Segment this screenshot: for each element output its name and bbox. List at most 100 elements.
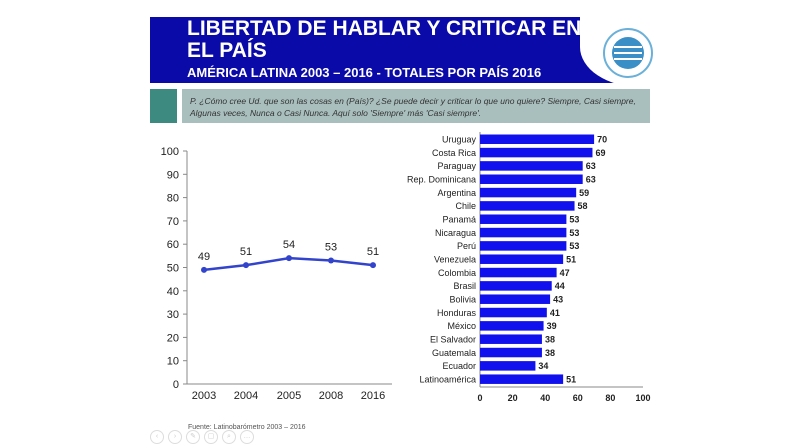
x-tick-label: 2004 <box>234 390 258 402</box>
slide-nav: ‹ › ✎ ▢ ⌕ … <box>150 430 254 444</box>
bar <box>480 374 564 384</box>
bar-value-label: 51 <box>566 254 576 264</box>
globe-icon <box>603 28 653 78</box>
y-tick-label: 70 <box>167 216 179 228</box>
bar-value-label: 53 <box>569 228 579 238</box>
bar-value-label: 43 <box>553 294 563 304</box>
y-tick-label: 10 <box>167 356 179 368</box>
bar-x-tick-label: 80 <box>605 393 615 403</box>
bar-category-label: Colombia <box>438 268 476 278</box>
next-icon[interactable]: › <box>168 430 182 444</box>
bar <box>480 254 564 264</box>
bar-category-label: Panamá <box>442 214 476 224</box>
bar <box>480 361 536 371</box>
bar <box>480 214 567 224</box>
bar-category-label: Chile <box>455 201 476 211</box>
bar-category-label: Argentina <box>437 188 476 198</box>
more-icon[interactable]: … <box>240 430 254 444</box>
bar <box>480 161 583 171</box>
slide-subtitle: AMÉRICA LATINA 2003 – 2016 - TOTALES POR… <box>187 65 542 80</box>
bar-value-label: 38 <box>545 334 555 344</box>
bar-value-label: 59 <box>579 188 589 198</box>
bar <box>480 281 552 291</box>
bar-value-label: 39 <box>547 321 557 331</box>
y-tick-label: 60 <box>167 239 179 251</box>
x-tick-label: 2005 <box>277 390 301 402</box>
prev-icon[interactable]: ‹ <box>150 430 164 444</box>
x-tick-label: 2016 <box>361 390 385 402</box>
data-label: 49 <box>198 251 210 263</box>
bar <box>480 174 583 184</box>
bar-category-label: El Salvador <box>430 334 476 344</box>
bar-category-label: Guatemala <box>432 348 476 358</box>
bar <box>480 294 551 304</box>
data-point <box>201 266 207 273</box>
bar-category-label: Perú <box>457 241 476 251</box>
bar-value-label: 38 <box>545 348 555 358</box>
bar-x-tick-label: 20 <box>508 393 518 403</box>
bar-category-label: Nicaragua <box>435 228 476 238</box>
bar <box>480 147 593 158</box>
question-box: P. ¿Cómo cree Ud. que son las cosas en (… <box>182 89 650 123</box>
bar <box>480 334 542 344</box>
bar-value-label: 58 <box>578 201 588 211</box>
slides-icon[interactable]: ▢ <box>204 430 218 444</box>
bar-category-label: Latinoamérica <box>419 374 476 384</box>
bar <box>480 187 577 198</box>
bar-category-label: Brasil <box>453 281 476 291</box>
bar <box>480 227 567 238</box>
bar-x-tick-label: 100 <box>635 393 650 403</box>
bar-category-label: Venezuela <box>434 254 476 264</box>
x-tick-label: 2008 <box>319 390 343 402</box>
bar-category-label: Ecuador <box>442 361 476 371</box>
bar <box>480 201 575 211</box>
bar <box>480 307 547 318</box>
data-label: 54 <box>283 239 295 251</box>
bar <box>480 267 557 278</box>
bar-category-label: Uruguay <box>442 135 477 145</box>
source-note: Fuente: Latinobarómetro 2003 – 2016 <box>188 424 306 431</box>
bar-category-label: Bolivia <box>449 294 476 304</box>
zoom-icon[interactable]: ⌕ <box>222 430 236 444</box>
slide-header: LIBERTAD DE HABLAR Y CRITICAR EN EL PAÍS… <box>150 17 620 83</box>
latinobarometro-logo <box>580 17 660 87</box>
y-tick-label: 0 <box>173 379 179 391</box>
y-tick-label: 30 <box>167 309 179 321</box>
y-tick-label: 90 <box>167 169 179 181</box>
bar <box>480 321 544 331</box>
bar-value-label: 41 <box>550 308 560 318</box>
data-label: 51 <box>367 246 379 258</box>
bar-x-tick-label: 60 <box>573 393 583 403</box>
data-label: 53 <box>325 242 337 254</box>
bar-value-label: 44 <box>555 281 565 291</box>
bar-category-label: México <box>447 321 476 331</box>
x-tick-label: 2003 <box>192 390 216 402</box>
bar-value-label: 63 <box>586 174 596 184</box>
bar-x-tick-label: 40 <box>540 393 550 403</box>
bar-category-label: Rep. Dominicana <box>407 174 476 184</box>
data-label: 51 <box>240 246 252 258</box>
y-tick-label: 80 <box>167 193 179 205</box>
y-tick-label: 40 <box>167 286 179 298</box>
y-tick-label: 50 <box>167 263 179 275</box>
data-point <box>243 262 249 269</box>
bar <box>480 241 567 251</box>
data-point <box>286 255 292 262</box>
bar-value-label: 63 <box>586 161 596 171</box>
bar-category-label: Honduras <box>437 308 477 318</box>
bar-value-label: 53 <box>569 241 579 251</box>
y-tick-label: 100 <box>161 146 179 158</box>
data-point <box>370 262 376 269</box>
pen-icon[interactable]: ✎ <box>186 430 200 444</box>
bar-value-label: 69 <box>595 148 605 158</box>
bar <box>480 347 542 358</box>
accent-square <box>150 89 177 123</box>
bar-value-label: 34 <box>538 361 548 371</box>
bar-value-label: 47 <box>560 268 570 278</box>
bar-category-label: Paraguay <box>437 161 476 171</box>
bar-x-tick-label: 0 <box>477 393 482 403</box>
data-point <box>328 257 334 264</box>
bar <box>480 134 595 144</box>
bar-value-label: 53 <box>569 214 579 224</box>
